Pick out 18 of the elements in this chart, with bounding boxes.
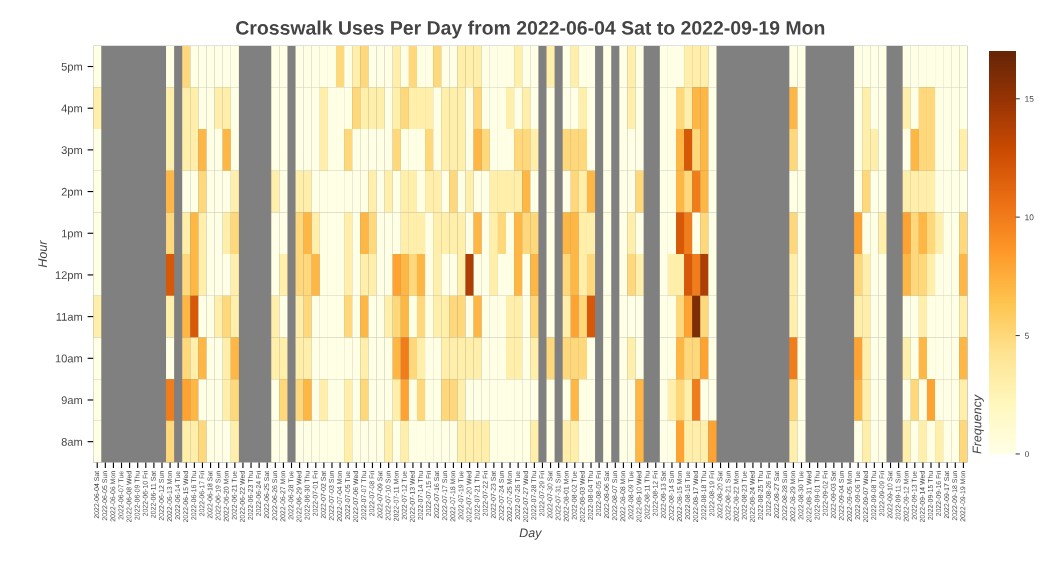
y-tick-label: 4pm	[61, 104, 83, 115]
color-bar-label: 10	[1025, 214, 1034, 221]
color-bar-label: 5	[1024, 332, 1029, 339]
y-tick-label: 12pm	[55, 271, 83, 282]
y-axis-title: Hour	[38, 240, 47, 268]
chart-title: Crosswalk Uses Per Day from 2022-06-04 Sat to 2022-09-19 Mon	[236, 20, 825, 39]
y-tick-label: 1pm	[62, 229, 83, 240]
y-tick-label: 5pm	[61, 62, 83, 73]
color-bar-title: Frequency	[972, 394, 984, 454]
y-tick-label: 2pm	[61, 187, 83, 198]
x-axis-title: Day	[519, 528, 543, 540]
y-tick-label: 9am	[61, 396, 83, 405]
y-tick-label: 11am	[56, 313, 83, 321]
y-tick-label: 3pm	[61, 146, 83, 157]
color-bar-label: 15	[1025, 96, 1034, 102]
y-tick-label: 10am	[55, 354, 83, 363]
y-tick-label: 8am	[61, 437, 83, 446]
color-bar-label: 0	[1024, 451, 1029, 458]
